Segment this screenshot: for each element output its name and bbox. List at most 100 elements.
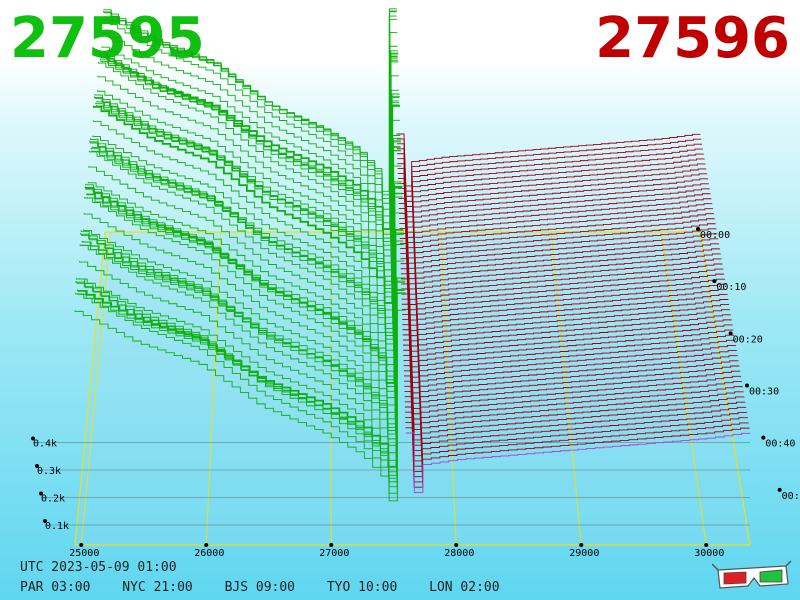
bid-depth-line	[88, 165, 402, 358]
bid-depth-line	[88, 150, 402, 351]
bid-depth-line	[79, 260, 405, 454]
ask-depth-line	[404, 396, 745, 457]
ask-depth-line	[396, 143, 703, 197]
timezone-nyc: NYC 21:00	[122, 580, 193, 595]
ask-depth-line	[405, 411, 748, 472]
ask-depth-line	[403, 349, 737, 409]
bid-depth-line	[102, 18, 398, 210]
utc-time: UTC 2023-05-09 01:00	[20, 560, 177, 575]
bid-depth-line	[77, 289, 405, 468]
bid-depth-line	[94, 93, 400, 293]
ask-depth-line	[402, 329, 734, 389]
ask-depth-line	[399, 228, 717, 285]
ask-depth-line	[396, 133, 701, 187]
ask-depth-line	[400, 263, 723, 321]
bid-depth-line	[87, 181, 402, 366]
ask-depth-line	[399, 222, 716, 280]
bid-depth-line	[101, 45, 398, 224]
ask-depth-line	[403, 360, 739, 420]
ask-depth-line	[398, 183, 709, 238]
ask-depth-line	[401, 288, 727, 347]
bid-depth-line	[92, 135, 401, 318]
ask-depth-line	[400, 273, 725, 331]
ask-depth-line	[397, 168, 707, 223]
bid-depth-line	[84, 196, 403, 399]
ask-depth-line	[402, 324, 733, 383]
price-gridline	[205, 231, 222, 546]
ask-depth-line	[397, 163, 706, 218]
ask-depth-line	[402, 334, 735, 394]
price-tick-label: 27000	[319, 548, 349, 559]
bid-depth-line	[89, 140, 402, 345]
volume-tick	[35, 464, 39, 468]
ask-depth-line	[398, 212, 715, 269]
3d-glasses-icon[interactable]	[712, 560, 792, 592]
bid-depth-line	[102, 31, 398, 217]
bid-depth-line	[78, 277, 405, 461]
ask-depth-line	[396, 138, 702, 192]
bid-depth-line	[96, 89, 399, 271]
ask-depth-line	[405, 422, 749, 483]
bid-depth-line	[79, 243, 405, 446]
bid-depth-line	[87, 192, 402, 372]
ask-depth-line	[404, 406, 747, 467]
time-tick	[728, 331, 733, 336]
ask-depth-line	[401, 293, 728, 352]
price-tick-label: 29000	[569, 548, 599, 559]
ask-depth-line	[405, 432, 751, 493]
ask-depth-line	[396, 148, 703, 202]
ask-depth-line	[397, 178, 709, 233]
ask-depth-line	[405, 427, 750, 488]
time-tick	[745, 383, 749, 388]
time-tick-label: 00:00	[700, 230, 730, 241]
bid-depth-line	[98, 52, 399, 251]
ask-depth-line	[397, 153, 704, 207]
depth-series	[74, 8, 751, 502]
chart-axes: 25000 26000 27000 28000 29000 30000 0.1k 0.2k 0.…	[31, 227, 800, 559]
price-tick	[329, 543, 334, 547]
ask-depth-line	[403, 375, 742, 436]
ask-depth-line	[398, 202, 713, 259]
volume-tick	[31, 436, 35, 441]
timezone-tyo: TYO 10:00	[326, 580, 398, 595]
volume-tick-label: 0.2k	[41, 494, 65, 505]
ask-depth-line	[403, 365, 740, 425]
ask-depth-line	[401, 308, 731, 368]
ask-depth-line	[402, 313, 731, 373]
price-tick-label: 25000	[69, 548, 99, 559]
bid-depth-line	[82, 240, 404, 420]
bid-depth-line	[83, 228, 404, 413]
bid-depth-line	[76, 277, 406, 483]
price-gridline	[660, 231, 707, 546]
bid-depth-line	[96, 100, 399, 277]
ask-depth-line	[400, 258, 722, 316]
time-tick	[777, 487, 782, 492]
bid-depth-line	[97, 75, 399, 264]
bid-depth-line	[98, 50, 399, 246]
bid-depth-line	[103, 10, 397, 204]
ask-depth-line	[398, 193, 711, 249]
volume-tick-label: 0.1k	[45, 521, 69, 532]
ask-depth-line	[403, 354, 738, 415]
ask-depth-line	[400, 253, 721, 311]
time-tick-label: 00:30	[749, 387, 779, 398]
bid-depth-line	[75, 280, 406, 488]
time-tick-label: 00:20	[733, 334, 763, 345]
volume-tick	[43, 519, 47, 523]
time-tick	[712, 279, 717, 284]
timezone-par: PAR 03:00	[20, 580, 91, 595]
price-gridline	[550, 231, 582, 546]
volume-tick-label: 0.4k	[33, 439, 57, 450]
time-tick-label: 00:50	[782, 491, 800, 502]
bid-depth-line	[92, 119, 401, 311]
price-tick-label: 26000	[194, 548, 224, 559]
price-tick	[454, 543, 459, 547]
price-tick	[704, 543, 709, 547]
bid-depth-line	[103, 8, 397, 200]
bid-depth-line	[74, 309, 406, 502]
time-tick-label: 00:10	[716, 282, 746, 293]
ask-depth-line	[400, 248, 720, 305]
time-tick	[761, 435, 766, 440]
bid-depth-line	[91, 146, 401, 324]
ask-price: 27596	[595, 6, 790, 71]
